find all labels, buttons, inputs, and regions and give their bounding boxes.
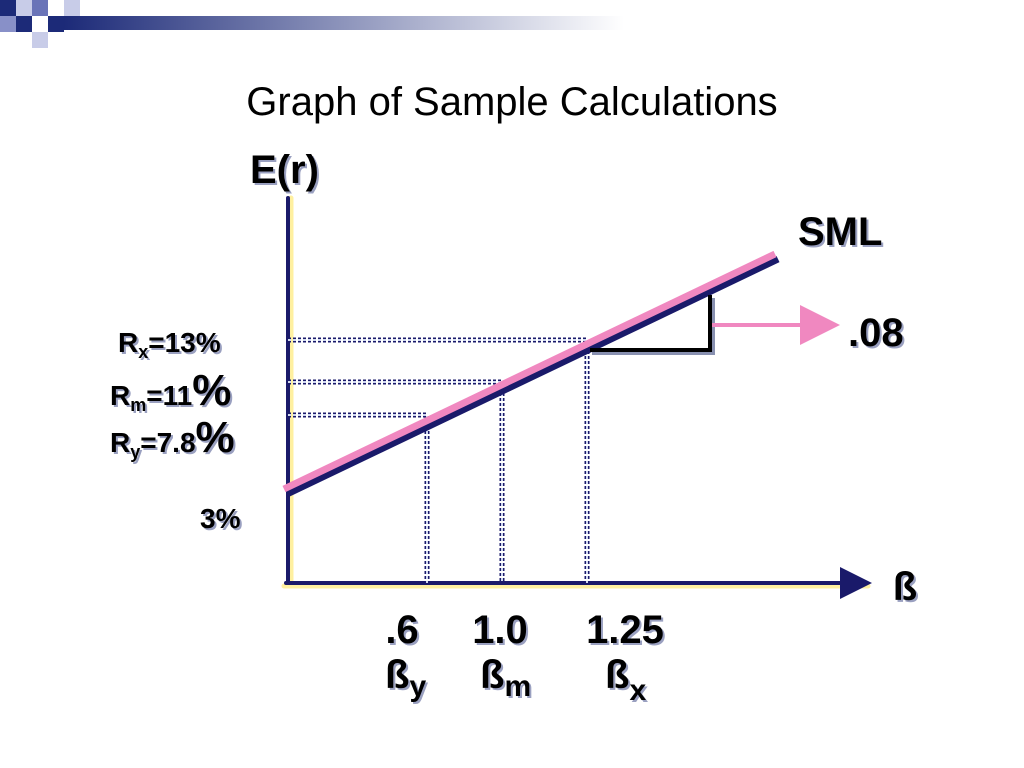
label-part: =13% <box>148 327 220 358</box>
x-axis-label: ß <box>893 565 917 609</box>
sml-line <box>282 250 780 498</box>
label-part: y <box>409 670 426 703</box>
beta-value: 1.0 <box>472 608 528 652</box>
label-part: R <box>110 380 130 411</box>
beta-symbol: ßx <box>605 653 646 707</box>
label-part: % <box>196 413 235 462</box>
label-part: R <box>110 427 130 458</box>
slope-triangle <box>590 295 715 355</box>
line-label: SML <box>798 210 882 254</box>
label-part: R <box>118 327 138 358</box>
label-part: x <box>629 674 646 707</box>
slope-label: .08 <box>848 311 904 355</box>
label-part: ß <box>385 653 409 697</box>
guides <box>288 337 590 583</box>
label-part: y <box>130 442 140 462</box>
label-part: ß <box>605 653 629 697</box>
title: Graph of Sample Calculations <box>246 80 777 124</box>
label-part: =7.8 <box>140 427 195 458</box>
return-label: Rm=11% <box>110 366 231 415</box>
label-part: ß <box>480 653 504 697</box>
label-part: x <box>138 342 148 362</box>
label-part: m <box>504 670 531 703</box>
label-part: % <box>192 366 231 415</box>
label-part: =11 <box>146 380 192 411</box>
intercept-label: 3% <box>200 503 241 534</box>
return-label: Rx=13% <box>118 327 221 362</box>
return-label: Ry=7.8% <box>110 413 235 462</box>
y-axis-label: E(r) <box>250 148 319 192</box>
beta-symbol: ßm <box>480 653 531 703</box>
axes <box>281 195 872 599</box>
beta-symbol: ßy <box>385 653 426 703</box>
decoration <box>0 0 624 48</box>
beta-value: .6 <box>385 608 418 652</box>
label-part: m <box>130 395 146 415</box>
beta-value: 1.25 <box>586 608 664 652</box>
